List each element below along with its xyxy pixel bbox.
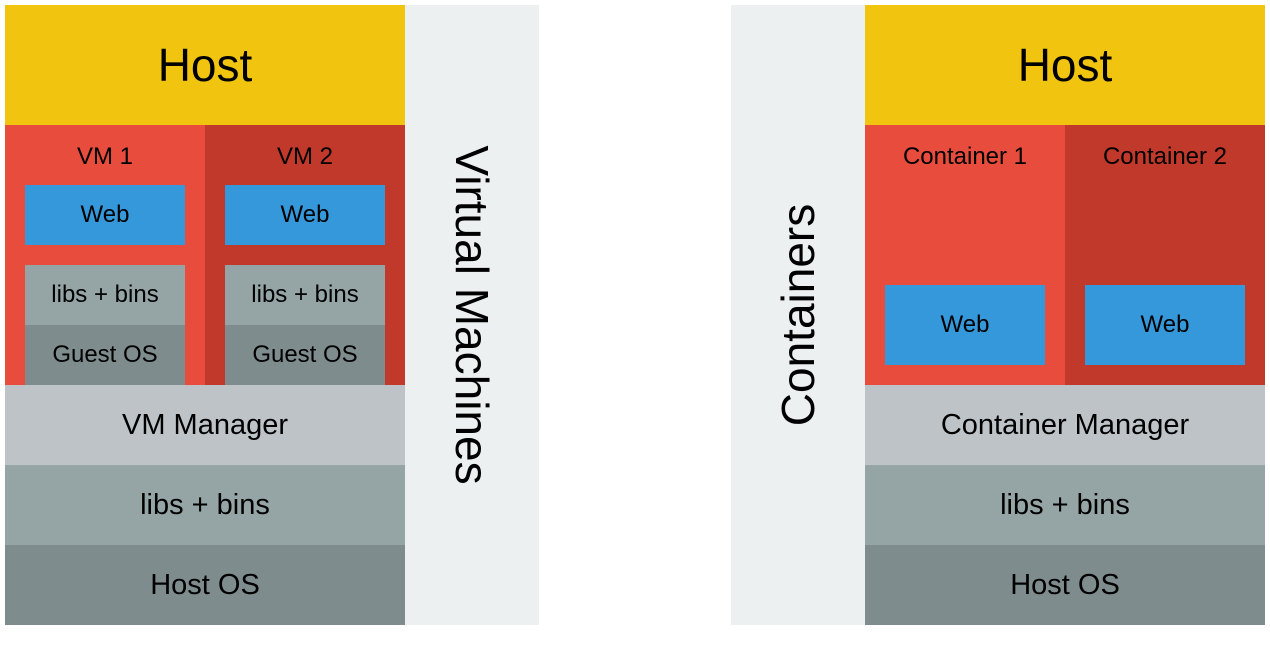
vm2-label: VM 2 [276, 143, 333, 170]
vm2-libs: libs + bins [225, 265, 385, 325]
container2-web-label: Web [1140, 311, 1190, 338]
vm-manager-layer: VM Manager [5, 385, 405, 465]
vm-libs-layer: libs + bins [5, 465, 405, 545]
vm-host-os-layer: Host OS [5, 545, 405, 625]
container-side-panel: Containers [731, 5, 865, 625]
container-side-label: Containers [772, 203, 824, 427]
vm-libs-label: libs + bins [140, 488, 270, 521]
vm2-libs-label: libs + bins [251, 281, 359, 308]
vm1-libs: libs + bins [25, 265, 185, 325]
container2-label: Container 2 [1102, 143, 1228, 170]
vm-manager-label: VM Manager [121, 408, 288, 441]
container-libs-label: libs + bins [1000, 488, 1130, 521]
vm1-web-label: Web [80, 201, 130, 228]
container1-label: Container 1 [902, 143, 1028, 170]
vm1-guest-os-label: Guest OS [52, 341, 158, 368]
vm-side-label: Virtual Machines [446, 145, 498, 485]
container-host-os-label: Host OS [1010, 568, 1120, 601]
vm2-guest-os: Guest OS [225, 325, 385, 385]
vm1-web: Web [25, 185, 185, 245]
vm2-web-label: Web [280, 201, 330, 228]
vm-host-title: Host [157, 39, 253, 91]
container1-web: Web [885, 285, 1045, 365]
vm1-libs-label: libs + bins [51, 281, 159, 308]
container-libs-layer: libs + bins [865, 465, 1265, 545]
vm2-guest-os-label: Guest OS [252, 341, 358, 368]
container-host-header: Host [865, 5, 1265, 125]
vm-host-header: Host [5, 5, 405, 125]
container1-web-label: Web [940, 311, 990, 338]
vm-host-os-label: Host OS [150, 568, 260, 601]
container-manager-label: Container Manager [940, 408, 1190, 441]
container2-web: Web [1085, 285, 1245, 365]
vm1-label: VM 1 [76, 143, 133, 170]
vm-side-panel: Virtual Machines [405, 5, 539, 625]
container-host-title: Host [1017, 39, 1113, 91]
vm2-web: Web [225, 185, 385, 245]
container-host-os-layer: Host OS [865, 545, 1265, 625]
vm1-guest-os: Guest OS [25, 325, 185, 385]
container-manager-layer: Container Manager [865, 385, 1265, 465]
